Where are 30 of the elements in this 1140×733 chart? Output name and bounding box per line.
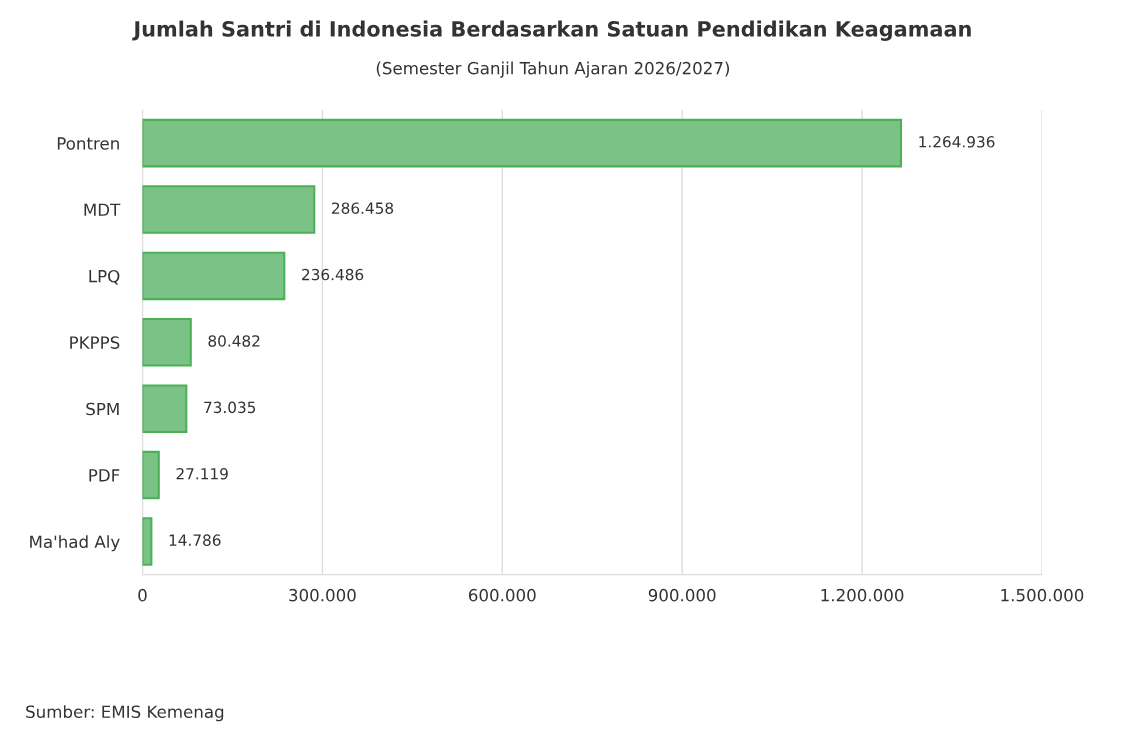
data-label: 80.482 — [208, 335, 260, 347]
y-tick-label: PKPPS — [70, 336, 120, 349]
bar — [142, 185, 316, 234]
x-tick-label: 1.200.000 — [821, 588, 904, 602]
x-tick-label: 600.000 — [468, 588, 536, 602]
bar — [142, 318, 192, 367]
bar — [142, 450, 160, 500]
x-tick-label: 0 — [138, 588, 147, 602]
x-tick-label: 300.000 — [289, 588, 356, 602]
bar — [142, 517, 153, 566]
chart-title: Jumlah Santri di Indonesia Berdasarkan Satuan Pendidikan Keagamaan — [132, 20, 971, 41]
data-label: 1.264.936 — [919, 136, 995, 148]
y-tick-label: Ma'had Aly — [30, 535, 120, 552]
y-tick-label: Pontren — [57, 137, 119, 150]
x-tick-label: 900.000 — [648, 588, 716, 602]
y-tick-label: PDF — [89, 469, 120, 482]
y-tick-label: MDT — [84, 203, 121, 216]
data-label: 73.035 — [204, 401, 256, 414]
y-tick-label: LPQ — [89, 269, 120, 285]
y-tick-label: SPM — [86, 402, 119, 416]
data-label: 236.486 — [302, 268, 364, 281]
text: Sumber: EMIS Kemenag — [26, 705, 224, 722]
x-tick-label: 1.500.000 — [1001, 588, 1084, 602]
bar — [142, 384, 188, 433]
bar — [142, 118, 903, 168]
data-label: 286.458 — [332, 202, 394, 214]
data-label: 27.119 — [176, 467, 228, 480]
chart-subtitle: (Semester Ganjil Tahun Ajaran 2026/2027) — [376, 61, 730, 78]
bar — [142, 251, 286, 301]
data-label: 14.786 — [169, 534, 221, 546]
